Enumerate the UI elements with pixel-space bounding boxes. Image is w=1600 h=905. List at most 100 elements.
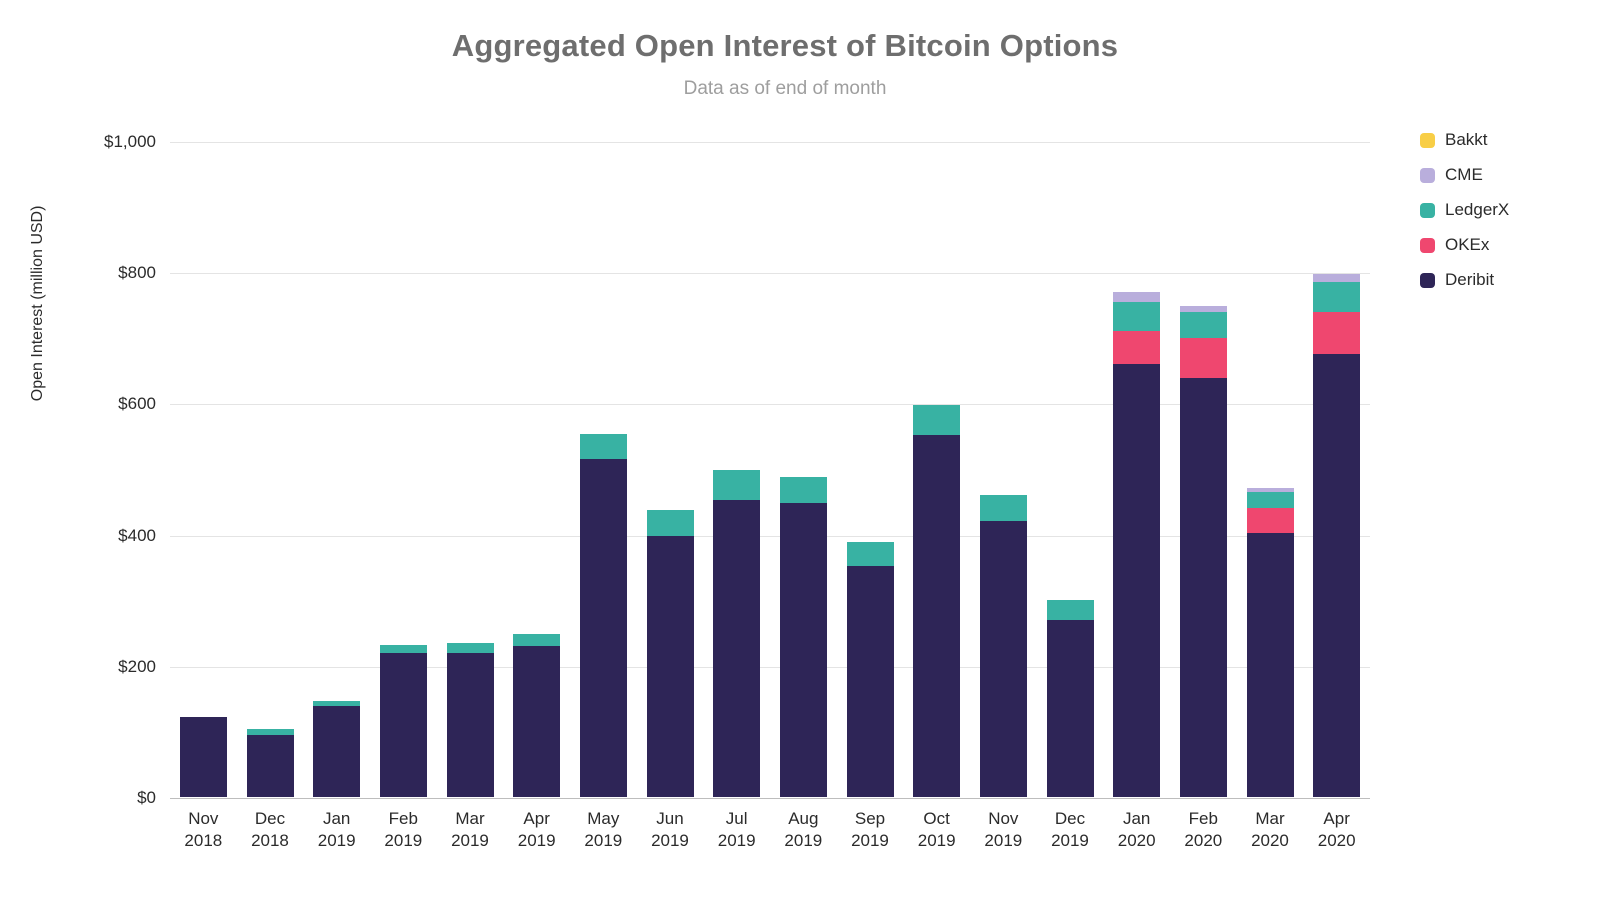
bar-segment-ledgerx <box>579 434 627 460</box>
bar-mar-2020 <box>1246 488 1294 797</box>
x-tick-label: Dec 2018 <box>251 809 289 850</box>
bar-segment-ledgerx <box>979 495 1027 522</box>
x-tick-label: Jan 2020 <box>1117 809 1156 850</box>
gridline <box>170 404 1370 406</box>
bar-segment-ledgerx <box>846 542 894 567</box>
bar-nov-2018 <box>179 716 227 797</box>
bar-feb-2020 <box>1179 306 1227 797</box>
bar-segment-ledgerx <box>779 476 827 504</box>
legend-swatch-okex <box>1420 237 1435 253</box>
legend-label: OKEx <box>1445 235 1490 254</box>
legend-item-cme[interactable]: CME <box>1420 165 1509 185</box>
bar-jan-2020 <box>1113 291 1161 797</box>
x-tick-label: Jan 2019 <box>317 809 356 850</box>
y-axis-title: Open Interest (million USD) <box>29 205 46 402</box>
legend-label: CME <box>1445 165 1483 184</box>
bar-segment-ledgerx <box>1113 301 1161 332</box>
bar-segment-deribit <box>913 434 961 797</box>
bar-segment-deribit <box>179 716 227 797</box>
bar-oct-2019 <box>913 404 961 797</box>
y-tick-label: $1,000 <box>104 132 156 151</box>
bar-segment-okex <box>1113 331 1161 365</box>
legend-swatch-bakkt <box>1420 132 1435 148</box>
x-tick-label: Feb 2020 <box>1184 809 1223 850</box>
bar-segment-cme <box>1246 488 1294 492</box>
y-tick-label: $200 <box>118 656 156 676</box>
legend-label: LedgerX <box>1445 200 1510 219</box>
bar-sep-2019 <box>846 542 894 797</box>
bar-segment-ledgerx <box>379 644 427 653</box>
bar-segment-deribit <box>846 566 894 797</box>
bar-segment-ledgerx <box>1313 282 1361 312</box>
bar-segment-deribit <box>1113 364 1161 797</box>
bar-segment-deribit <box>379 652 427 797</box>
y-tick-label: $800 <box>118 263 156 283</box>
legend-swatch-ledgerx <box>1420 202 1435 218</box>
gridline <box>170 666 1370 668</box>
x-tick-label: Apr 2020 <box>1317 809 1356 850</box>
y-tick-label: $0 <box>137 788 156 807</box>
bar-jul-2019 <box>713 470 761 797</box>
gridline <box>170 142 1370 143</box>
bar-segment-ledgerx <box>513 634 561 647</box>
chart-title: Aggregated Open Interest of Bitcoin Opti… <box>451 28 1119 63</box>
x-tick-label: Mar 2019 <box>451 809 489 850</box>
legend-label: Deribit <box>1445 270 1495 289</box>
legend-label: Bakkt <box>1445 130 1488 149</box>
bar-segment-ledgerx <box>1179 311 1227 338</box>
bar-dec-2018 <box>246 729 294 797</box>
bar-segment-cme <box>1179 306 1227 312</box>
bar-segment-deribit <box>646 535 694 797</box>
y-tick-label: $600 <box>118 394 156 414</box>
legend-item-ledgerx[interactable]: LedgerX <box>1420 200 1509 220</box>
x-tick-label: Mar 2020 <box>1251 809 1289 850</box>
bar-segment-cme <box>1113 291 1161 302</box>
x-tick-label: Jun 2019 <box>651 809 689 850</box>
bar-segment-deribit <box>1246 532 1294 797</box>
x-tick-label: Oct 2019 <box>917 809 956 850</box>
bar-segment-ledgerx <box>1046 600 1094 620</box>
bar-segment-deribit <box>1046 619 1094 797</box>
bar-apr-2019 <box>513 634 561 797</box>
bar-nov-2019 <box>979 495 1027 797</box>
x-tick-label: Nov 2018 <box>184 809 223 850</box>
x-tick-label: May 2019 <box>584 809 623 850</box>
bar-segment-ledgerx <box>913 404 961 435</box>
bar-segment-okex <box>1179 337 1227 379</box>
x-tick-label: Apr 2019 <box>517 809 556 850</box>
y-tick-label: $400 <box>118 525 156 545</box>
bar-segment-okex <box>1246 507 1294 533</box>
bar-segment-deribit <box>1313 354 1361 797</box>
x-tick-label: Aug 2019 <box>784 809 823 850</box>
bar-jan-2019 <box>313 700 361 797</box>
legend-item-okex[interactable]: OKEx <box>1420 235 1509 255</box>
bar-may-2019 <box>579 434 627 797</box>
bar-segment-ledgerx <box>646 509 694 536</box>
bar-segment-ledgerx <box>713 470 761 500</box>
bar-segment-ledgerx <box>446 642 494 653</box>
bar-segment-ledgerx <box>313 700 361 707</box>
bar-feb-2019 <box>379 644 427 797</box>
bar-segment-deribit <box>513 646 561 797</box>
legend-swatch-deribit <box>1420 272 1435 288</box>
bar-segment-deribit <box>779 503 827 797</box>
legend-item-deribit[interactable]: Deribit <box>1420 270 1509 290</box>
bar-segment-deribit <box>446 652 494 797</box>
bar-aug-2019 <box>779 476 827 797</box>
gridline <box>170 535 1370 537</box>
bar-segment-deribit <box>713 499 761 797</box>
chart-subtitle: Data as of end of month <box>683 78 887 99</box>
bar-segment-cme <box>1313 273 1361 283</box>
legend-swatch-cme <box>1420 167 1435 183</box>
bar-apr-2020 <box>1313 273 1361 797</box>
bar-dec-2019 <box>1046 600 1094 797</box>
legend: Bakkt CME LedgerX OKEx Deribit <box>1420 130 1509 290</box>
bar-segment-okex <box>1313 311 1361 355</box>
bar-segment-deribit <box>1179 378 1227 797</box>
plot-area: $0 $200 $400 $600 $800 $1,000 Nov 2018 Dec 2018 Ja… <box>104 132 1370 850</box>
legend-item-bakkt[interactable]: Bakkt <box>1420 130 1509 150</box>
x-axis-line <box>170 798 1370 799</box>
x-tick-label: Feb 2019 <box>384 809 423 850</box>
bar-segment-deribit <box>979 521 1027 797</box>
